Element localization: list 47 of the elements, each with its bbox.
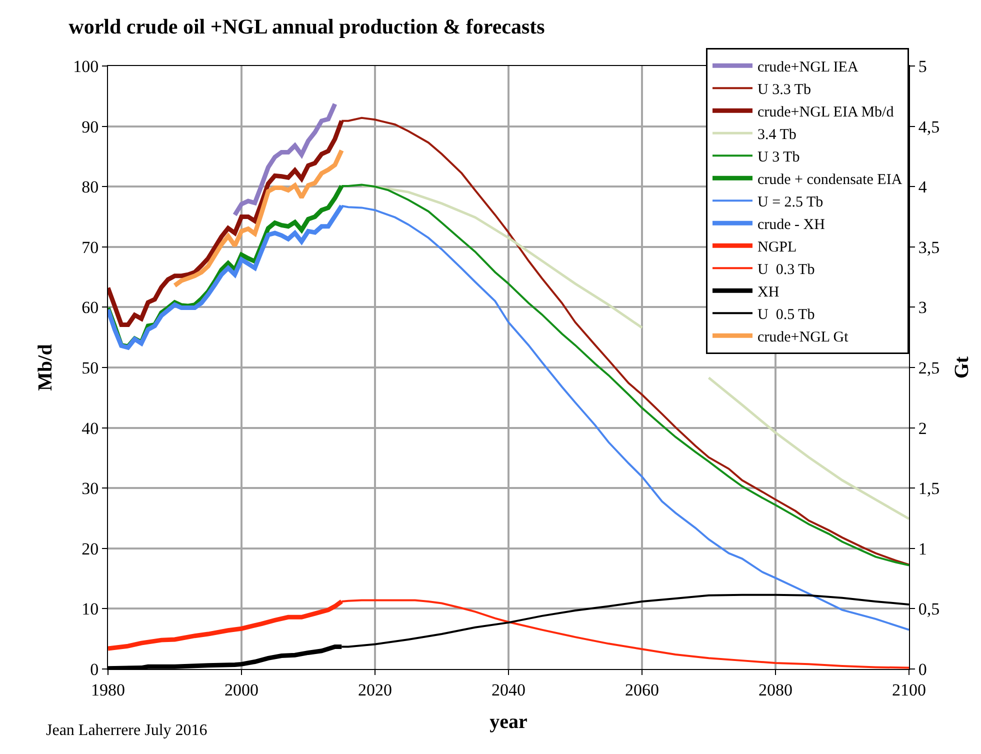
y2-tick-label: 0: [918, 660, 927, 679]
legend-label: U 3.3 Tb: [758, 82, 811, 98]
x-tick-label: 1980: [91, 680, 125, 700]
x-tick-label: 2080: [758, 680, 792, 700]
legend-label: crude+NGL EIA Mb/d: [758, 104, 894, 121]
x-axis-title: year: [490, 710, 528, 733]
y-tick-label: 50: [82, 358, 99, 378]
legend-label: U 0.5 Tb: [758, 307, 815, 324]
y-tick-label: 20: [82, 539, 99, 558]
y-tick-label: 60: [82, 298, 99, 318]
y2-tick-label: 5: [918, 56, 927, 76]
y2-tick-label: 4: [918, 178, 928, 197]
legend-label: U 0.3 Tb: [758, 262, 815, 278]
x-tick-label: 2100: [892, 680, 926, 700]
x-tick-label: 2060: [625, 680, 659, 700]
y-tick-label: 80: [82, 178, 99, 197]
x-tick-label: 2040: [492, 680, 526, 700]
text: Jean Laherrere July 2016: [46, 722, 208, 739]
legend-label: crude - XH: [758, 217, 826, 234]
legend-label: XH: [758, 284, 780, 301]
y-tick-label: 70: [82, 238, 99, 257]
y-tick-label: 100: [73, 56, 99, 76]
y-axis-title: Mb/d: [34, 344, 57, 391]
legend-label: U = 2.5 Tb: [758, 194, 824, 211]
y2-tick-label: 1,5: [918, 479, 940, 498]
y2-tick-label: 3: [918, 298, 927, 318]
y-tick-label: 90: [82, 117, 99, 136]
legend-label: NGPL: [758, 240, 797, 256]
x-tick-label: 2000: [224, 680, 258, 700]
y2-tick-label: 3,5: [918, 238, 940, 257]
y2-tick-label: 2,5: [918, 358, 940, 378]
y2-tick-label: 4,5: [918, 117, 940, 136]
legend-label: crude + condensate EIA: [758, 172, 902, 188]
y-tick-label: 0: [90, 660, 99, 679]
y2-axis-title: Gt: [951, 356, 974, 379]
legend-label: U 3 Tb: [758, 150, 800, 166]
y2-tick-label: 2: [918, 418, 927, 438]
y-tick-label: 30: [82, 479, 99, 498]
x-tick-label: 2020: [358, 680, 392, 700]
chart-title: world crude oil +NGL annual production & forecasts: [68, 14, 545, 39]
y2-tick-label: 1: [918, 539, 927, 558]
y2-tick-label: 0,5: [918, 600, 940, 619]
legend-label: crude+NGL IEA: [758, 60, 858, 76]
legend-label: crude+NGL Gt: [758, 330, 850, 346]
legend-label: 3.4 Tb: [758, 127, 796, 144]
y-tick-label: 40: [82, 418, 99, 438]
y-tick-label: 10: [82, 600, 99, 619]
